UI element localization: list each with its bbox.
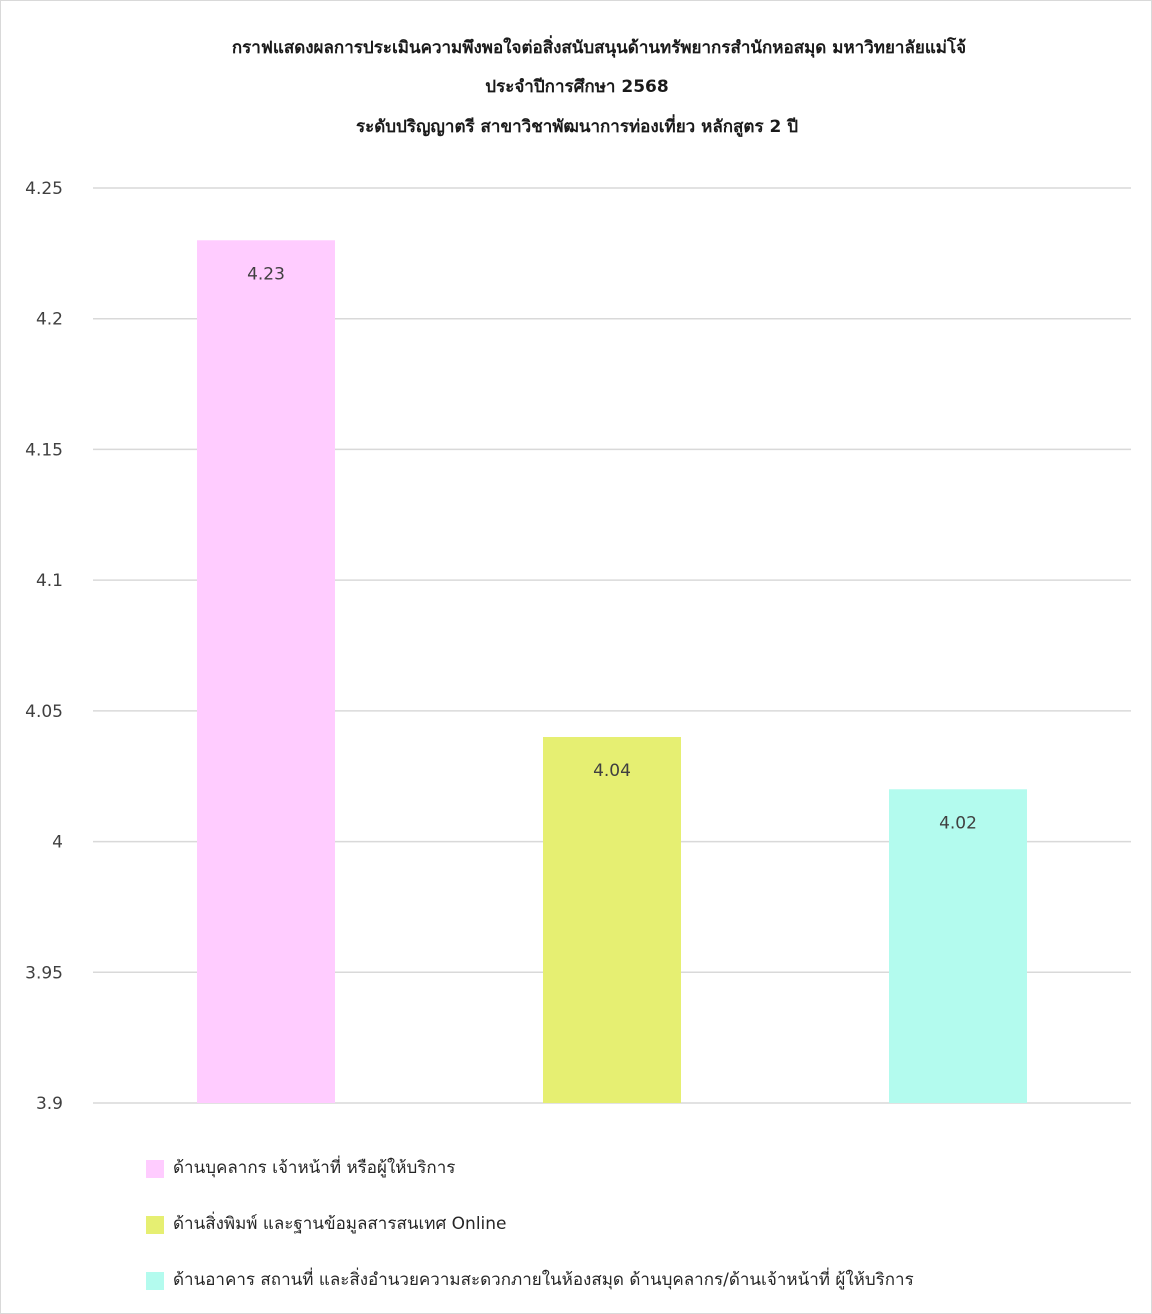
data-label: 4.23 <box>247 264 285 284</box>
bar <box>889 789 1027 1103</box>
y-tick-label: 4 <box>52 833 63 853</box>
legend-entry-label: ด้านอาคาร สถานที่ และสิ่งอำนวยความสะดวกภ… <box>173 1267 914 1290</box>
legend-swatch <box>146 1160 164 1178</box>
chart-title-line-3: ระดับปริญญาตรี สาขาวิชาพัฒนาการท่องเที่ย… <box>356 114 798 138</box>
y-tick-label: 4.25 <box>25 179 63 199</box>
legend-entry-label: ด้านบุคลากร เจ้าหน้าที่ หรือผู้ให้บริการ <box>173 1155 455 1178</box>
y-tick-label: 4.15 <box>25 440 63 460</box>
y-tick-label: 3.95 <box>25 963 63 983</box>
legend: ด้านบุคลากร เจ้าหน้าที่ หรือผู้ให้บริการ… <box>146 1155 914 1290</box>
legend-swatch <box>146 1216 164 1234</box>
y-tick-label: 3.9 <box>36 1094 63 1114</box>
chart-title-line-2: ประจำปีการศึกษา 2568 <box>485 76 668 97</box>
y-tick-label: 4.05 <box>25 702 63 722</box>
y-tick-label: 4.1 <box>36 571 63 591</box>
y-axis-tick-labels: 4.25 4.2 4.15 4.1 4.05 4 3.95 3.9 <box>25 179 63 1114</box>
bars <box>197 240 1027 1104</box>
bar <box>543 737 681 1103</box>
legend-entry-label: ด้านสิ่งพิมพ์ และฐานข้อมูลสารสนเทศ Onlin… <box>173 1211 507 1234</box>
data-label: 4.02 <box>939 813 977 833</box>
legend-swatch <box>146 1272 164 1290</box>
bar <box>197 240 335 1104</box>
y-tick-label: 4.2 <box>36 310 63 330</box>
chart-title: กราฟแสดงผลการประเมินความพึงพอใจต่อสิ่งสน… <box>232 35 966 138</box>
data-labels: 4.23 4.04 4.02 <box>247 264 977 833</box>
chart-title-line-1: กราฟแสดงผลการประเมินความพึงพอใจต่อสิ่งสน… <box>232 35 966 58</box>
data-label: 4.04 <box>593 761 631 781</box>
